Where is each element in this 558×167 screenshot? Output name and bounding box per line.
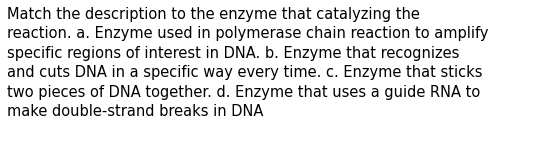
Text: Match the description to the enzyme that catalyzing the
reaction. a. Enzyme used: Match the description to the enzyme that…: [7, 7, 489, 119]
